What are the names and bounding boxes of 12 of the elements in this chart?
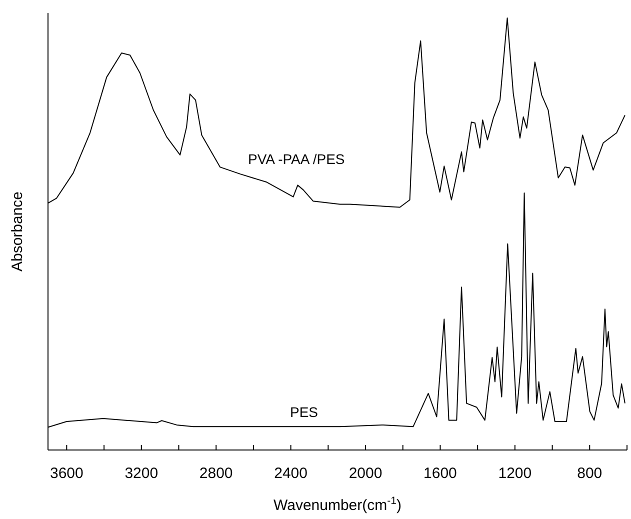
y-axis-title: Absorbance xyxy=(9,191,26,272)
x-tick-label: 800 xyxy=(577,465,602,482)
x-tick-label: 3600 xyxy=(50,465,84,482)
x-axis-title: Wavenumber(cm$^{-1}$) xyxy=(274,495,402,514)
x-tick-label: 1600 xyxy=(424,465,457,482)
x-tick-label: 2800 xyxy=(199,465,233,482)
x-tick-label: 3200 xyxy=(124,465,158,482)
x-tick-label: 2000 xyxy=(348,465,382,482)
x-tick-label: 2400 xyxy=(274,465,308,482)
series-label: PVA -PAA /PES xyxy=(248,150,345,167)
series-label: PES xyxy=(290,404,318,420)
x-tick-label: 1200 xyxy=(498,465,532,482)
